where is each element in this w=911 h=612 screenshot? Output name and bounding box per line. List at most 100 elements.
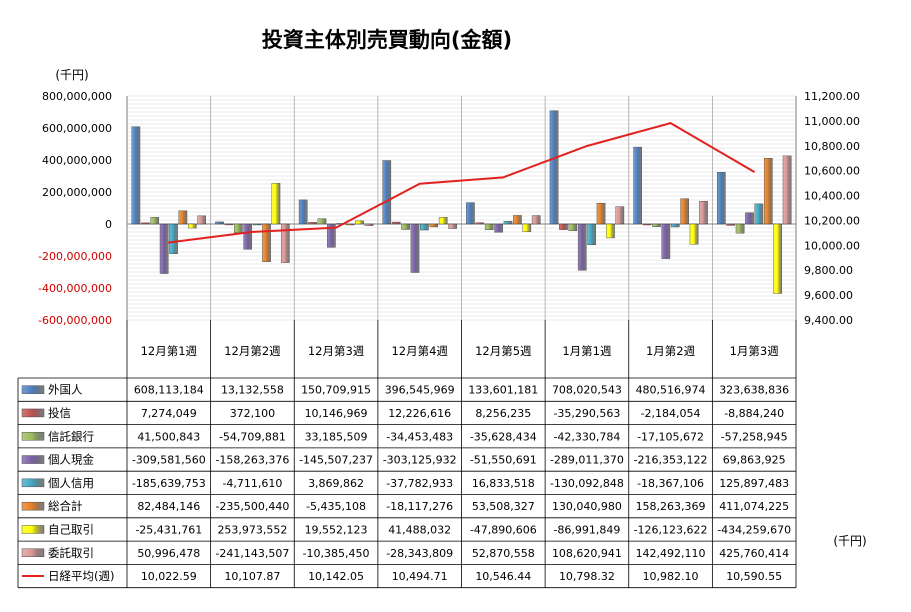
legend-label: 投信 xyxy=(48,406,71,420)
bar-信託銀行-5 xyxy=(568,223,578,231)
table-cell: -216,353,122 xyxy=(634,454,708,467)
chart-title: 投資主体別売買動向(金額) xyxy=(262,28,512,52)
y2-tick-label: 10,000.00 xyxy=(804,239,860,252)
bar-信託銀行-3 xyxy=(401,223,410,230)
table-cell: 41,488,032 xyxy=(388,523,451,536)
bar-投信-2 xyxy=(308,222,317,225)
bar-投信-6 xyxy=(642,223,652,226)
table-cell: -309,581,560 xyxy=(132,454,206,467)
table-cell: 10,798.32 xyxy=(559,570,615,583)
y2-tick-label: 11,000.00 xyxy=(804,115,860,128)
bar-個人現金-4 xyxy=(494,223,503,233)
line-point-nikkei-3 xyxy=(418,182,421,185)
table-cell: 50,996,478 xyxy=(137,547,200,560)
legend-label: 総合計 xyxy=(48,499,83,513)
plot-area: 800,000,000 600,000,000 400,000,000 200,000… xyxy=(38,90,860,327)
table-cell: 396,545,969 xyxy=(385,384,455,397)
table-cell: -35,290,563 xyxy=(553,407,620,420)
legend-key-投信 xyxy=(21,408,45,418)
bar-総合計-6 xyxy=(680,198,689,225)
bar-個人信用-7 xyxy=(754,203,764,225)
bar-委託取引-1 xyxy=(281,223,290,263)
bar-外国人-1 xyxy=(215,221,224,225)
table-cell: 19,552,123 xyxy=(305,523,368,536)
y2-tick-label: 10,600.00 xyxy=(804,165,860,178)
table-cell: -18,367,106 xyxy=(637,477,704,490)
table-cell: 8,256,235 xyxy=(475,407,531,420)
y-tick-label: -400,000,000 xyxy=(38,282,112,295)
table-cell: -37,782,933 xyxy=(386,477,453,490)
legend-label: 個人現金 xyxy=(48,453,94,467)
table-cell: -5,435,108 xyxy=(306,500,366,513)
table-cell: 41,500,843 xyxy=(137,430,200,443)
legend-key-総合計 xyxy=(21,501,45,511)
bar-総合計-3 xyxy=(429,223,439,228)
y-tick-label: 800,000,000 xyxy=(42,90,112,103)
table-cell: -28,343,809 xyxy=(386,547,453,560)
category-label-7: 1月第3週 xyxy=(730,344,780,358)
bar-外国人-6 xyxy=(633,146,642,225)
table-cell: -10,385,450 xyxy=(303,547,370,560)
bar-個人信用-6 xyxy=(670,223,680,228)
bar-自己取引-6 xyxy=(689,223,699,245)
category-label-3: 12月第4週 xyxy=(391,344,448,358)
table-cell: -126,123,622 xyxy=(634,523,708,536)
bar-外国人-5 xyxy=(549,110,559,225)
table-cell: 108,620,941 xyxy=(552,547,622,560)
data-table: 12月第1週 12月第2週 12月第3週 12月第4週 12月第5週 1月第1週 1月第2週… xyxy=(17,320,797,589)
table-cell: -235,500,440 xyxy=(215,500,289,513)
table-cell: 69,863,925 xyxy=(723,454,786,467)
category-label-4: 12月第5週 xyxy=(475,344,532,358)
category-label-6: 1月第2週 xyxy=(646,344,696,358)
y2-tick-label: 10,800.00 xyxy=(804,140,860,153)
bar-個人信用-4 xyxy=(503,221,513,225)
bar-委託取引-4 xyxy=(531,215,541,225)
bar-信託銀行-2 xyxy=(317,218,327,225)
table-cell: -434,259,670 xyxy=(717,523,791,536)
table-cell: 158,263,369 xyxy=(636,500,706,513)
table-cell: 130,040,980 xyxy=(552,500,622,513)
y-tick-label: 600,000,000 xyxy=(42,122,112,135)
bar-自己取引-7 xyxy=(773,223,782,294)
table-cell: -86,991,849 xyxy=(553,523,620,536)
bar-個人信用-3 xyxy=(420,223,429,231)
legend-key-個人現金 xyxy=(21,455,45,464)
line-nikkei-average xyxy=(168,122,755,244)
bar-個人現金-5 xyxy=(577,223,587,271)
table-cell: 10,142.05 xyxy=(308,570,364,583)
table-cell: 7,274,049 xyxy=(141,407,197,420)
legend-label: 外国人 xyxy=(48,383,83,397)
bar-投信-0 xyxy=(141,222,150,225)
table-cell: 13,132,558 xyxy=(221,384,284,397)
bar-投信-1 xyxy=(224,223,234,226)
table-cell: 425,760,414 xyxy=(719,547,789,560)
table-cell: -47,890,606 xyxy=(470,523,537,536)
legend-key-信託銀行 xyxy=(21,432,45,441)
table-cell: 411,074,225 xyxy=(719,500,789,513)
table-cell: 150,709,915 xyxy=(301,384,371,397)
table-cell: 12,226,616 xyxy=(388,407,451,420)
table-cell: -42,330,784 xyxy=(553,430,620,443)
bar-総合計-5 xyxy=(596,202,606,225)
y2-tick-label: 10,200.00 xyxy=(804,214,860,227)
table-cell: 708,020,543 xyxy=(552,384,622,397)
y-tick-label: -200,000,000 xyxy=(38,250,112,263)
table-cell: 10,494.71 xyxy=(392,570,448,583)
bar-総合計-4 xyxy=(513,215,522,225)
y2-tick-label: 9,600.00 xyxy=(804,289,853,302)
table-cell: 480,516,974 xyxy=(636,384,706,397)
left-axis-unit: (千円) xyxy=(55,68,88,82)
y2-tick-label: 10,400.00 xyxy=(804,190,860,203)
y2-tick-label: 9,400.00 xyxy=(804,314,853,327)
bar-個人現金-6 xyxy=(661,223,671,259)
legend-key-個人信用 xyxy=(21,478,45,488)
table-cell: -289,011,370 xyxy=(550,454,624,467)
y2-tick-label: 11,200.00 xyxy=(804,90,860,103)
bar-投信-5 xyxy=(559,223,568,230)
table-cell: -2,184,054 xyxy=(641,407,701,420)
table-cell: 253,973,552 xyxy=(217,523,287,536)
bar-投信-7 xyxy=(726,223,735,226)
bar-自己取引-1 xyxy=(271,183,281,225)
table-cell: -25,431,761 xyxy=(135,523,202,536)
bar-個人信用-1 xyxy=(252,223,262,226)
